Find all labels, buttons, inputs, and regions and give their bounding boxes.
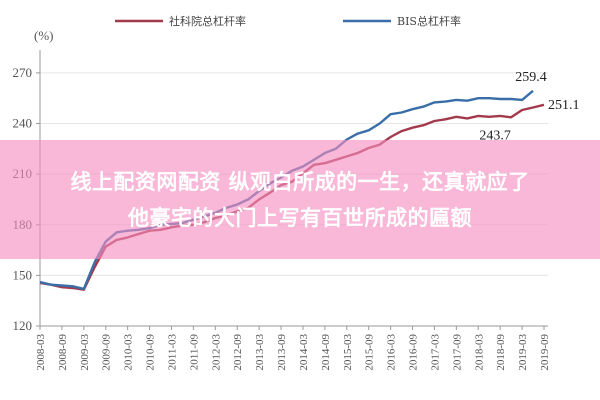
x-tick-label: 2014-09 <box>320 334 332 371</box>
banner-line-1: 线上配资网配资 纵观白所成的一生，还真就应了 <box>70 169 530 194</box>
x-tick-label: 2012-09 <box>232 334 244 371</box>
x-tick-label: 2018-09 <box>495 334 507 371</box>
x-tick-label: 2017-03 <box>429 334 441 371</box>
x-tick-label: 2009-03 <box>79 334 91 371</box>
x-tick-label: 2016-03 <box>386 334 398 371</box>
y-tick-label: 240 <box>13 116 33 131</box>
x-tick-label: 2017-09 <box>451 334 463 371</box>
legend-label-1: BIS总杠杆率 <box>397 14 461 28</box>
x-tick-label: 2008-09 <box>57 334 69 371</box>
x-axis-ticks: 2008-03 2008-09 2009-03 2009-09 2010-03 2010-… <box>35 326 551 371</box>
x-tick-label: 2016-09 <box>408 334 420 371</box>
data-label: 251.1 <box>548 98 580 113</box>
x-tick-label: 2015-09 <box>364 334 376 371</box>
legend-label-0: 社科院总杠杆率 <box>169 14 246 28</box>
y-tick-label: 150 <box>13 267 33 282</box>
x-tick-label: 2019-03 <box>517 334 529 371</box>
x-tick-label: 2014-03 <box>298 334 310 371</box>
x-tick-label: 2013-03 <box>254 334 266 371</box>
x-tick-label: 2010-03 <box>123 334 135 371</box>
overlay-banner: 线上配资网配资 纵观白所成的一生，还真就应了 他豪宅的大门上写有百世所成的匾额 <box>0 140 600 259</box>
x-tick-label: 2011-09 <box>188 334 200 371</box>
x-tick-label: 2011-03 <box>166 334 178 371</box>
x-tick-label: 2009-09 <box>101 334 113 371</box>
x-tick-label: 2015-03 <box>342 334 354 371</box>
data-label: 243.7 <box>479 128 511 143</box>
x-tick-label: 2012-03 <box>210 334 222 371</box>
x-tick-label: 2013-09 <box>276 334 288 371</box>
legend: 社科院总杠杆率 BIS总杠杆率 <box>115 14 461 28</box>
x-tick-label: 2010-09 <box>145 334 157 371</box>
y-axis-unit-label: (%) <box>34 28 54 43</box>
data-label: 259.4 <box>515 70 547 85</box>
banner-line-2: 他豪宅的大门上写有百世所成的匾额 <box>128 205 472 230</box>
x-tick-label: 2018-03 <box>473 334 485 371</box>
x-tick-label: 2008-03 <box>35 334 47 371</box>
x-tick-label: 2019-09 <box>539 334 551 371</box>
y-tick-label: 270 <box>13 65 33 80</box>
y-tick-label: 120 <box>13 318 33 333</box>
